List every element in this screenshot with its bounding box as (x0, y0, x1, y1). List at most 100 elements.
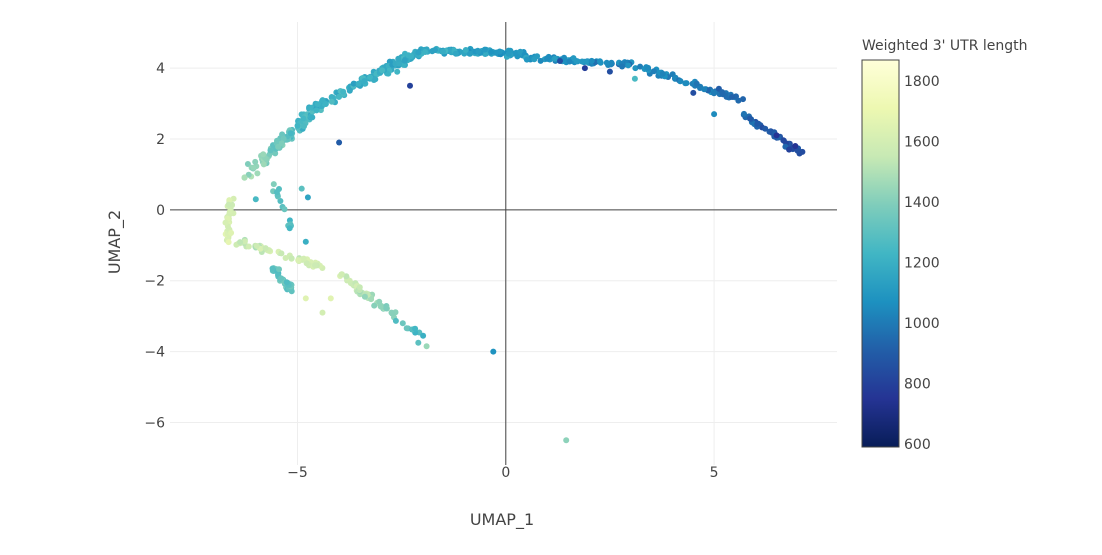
scatter-point (245, 171, 252, 178)
scatter-point (295, 257, 302, 264)
scatter-point (492, 49, 499, 56)
scatter-point (711, 111, 718, 118)
scatter-point (735, 97, 742, 104)
scatter-point (301, 123, 307, 130)
scatter-point (226, 197, 233, 204)
scatter-point (262, 245, 269, 252)
scatter-point (252, 196, 259, 203)
y-axis-title: UMAP_2 (105, 210, 125, 274)
x-axis-title: UMAP_1 (470, 510, 534, 530)
scatter-point (625, 62, 632, 69)
scatter-point (412, 325, 419, 332)
x-tick-label: 5 (710, 465, 719, 481)
scatter-point (523, 56, 530, 63)
scatter-point (282, 255, 289, 261)
scatter-point (551, 55, 558, 62)
scatter-point (690, 89, 697, 96)
grid (170, 22, 837, 465)
scatter-point (338, 271, 345, 278)
y-tick-label: 2 (156, 132, 165, 148)
scatter-point (401, 57, 408, 64)
scatter-point (637, 63, 644, 70)
scatter-point (260, 151, 267, 158)
scatter-point (415, 49, 422, 56)
scatter-point (328, 94, 335, 100)
scatter-point (452, 50, 459, 57)
scatter-point (270, 181, 277, 188)
scatter-point (566, 58, 573, 65)
scatter-point (403, 325, 410, 332)
scatter-point (269, 265, 276, 272)
scatter-point (350, 80, 357, 87)
scatter-point (361, 78, 368, 85)
scatter-point (327, 295, 334, 302)
colorbar: Weighted 3' UTR length 600 800 1000 1200 140… (861, 38, 1028, 453)
scatter-point (754, 120, 761, 127)
scatter-point (367, 74, 374, 81)
scatter-point (281, 206, 288, 213)
scatter-point (328, 98, 335, 105)
scatter-point (225, 201, 232, 208)
scatter-point (294, 122, 301, 129)
scatter-point (773, 132, 780, 139)
y-tick-label: −4 (144, 345, 165, 361)
colorbar-gradient (861, 59, 900, 448)
scatter-point (361, 293, 368, 300)
colorbar-tick-label: 1200 (904, 256, 940, 272)
scatter-point (340, 88, 347, 95)
scatter-point (741, 110, 747, 117)
scatter-point (225, 239, 232, 246)
scatter-point (682, 80, 689, 87)
y-tick-label: 4 (156, 61, 165, 77)
scatter-point (557, 58, 563, 64)
scatter-point (505, 50, 512, 57)
scatter-point (389, 310, 396, 317)
scatter-point (254, 170, 261, 177)
scatter-point (336, 93, 342, 100)
scatter-point (314, 101, 321, 108)
scatter-point (792, 143, 799, 149)
scatter-point (645, 64, 652, 71)
scatter-point (286, 225, 293, 232)
scatter-point (300, 255, 307, 262)
x-axis-ticks: −5 0 5 (287, 465, 718, 481)
scatter-point (283, 279, 290, 286)
scatter-point (371, 302, 378, 309)
scatter-point (719, 89, 726, 96)
scatter-point (579, 58, 586, 65)
scatter-point (336, 139, 343, 146)
scatter-point (693, 80, 700, 87)
scatter-point (273, 189, 280, 196)
scatter-point (481, 46, 488, 53)
scatter-point (395, 55, 402, 62)
scatter-point (537, 57, 544, 64)
scatter-point (415, 339, 422, 346)
scatter-point (407, 82, 413, 89)
scatter-point (241, 238, 248, 245)
scatter-point (650, 68, 657, 75)
scatter-point (631, 75, 638, 82)
scatter-point (701, 86, 708, 93)
scatter-point (596, 58, 603, 65)
colorbar-tick-label: 1000 (904, 316, 940, 332)
scatter-point (355, 80, 362, 87)
scatter-point (300, 115, 307, 122)
scatter-point (711, 89, 718, 96)
scatter-point (396, 60, 403, 67)
scatter-point (392, 317, 399, 324)
scatter-point (278, 250, 285, 257)
scatter-point (253, 243, 260, 249)
scatter-point (302, 295, 309, 302)
colorbar-ticks: 600 800 1000 1200 1400 1600 1800 (904, 74, 940, 453)
scatter-point (462, 47, 469, 53)
scatter-point (467, 50, 473, 57)
scatter-point (228, 229, 235, 236)
scatter-point (581, 65, 588, 72)
scatter-point (278, 140, 285, 147)
scatter-point (659, 70, 666, 77)
scatter-point (423, 343, 430, 350)
scatter-point (267, 147, 274, 154)
scatter-point (394, 68, 401, 75)
scatter-point (677, 78, 684, 85)
